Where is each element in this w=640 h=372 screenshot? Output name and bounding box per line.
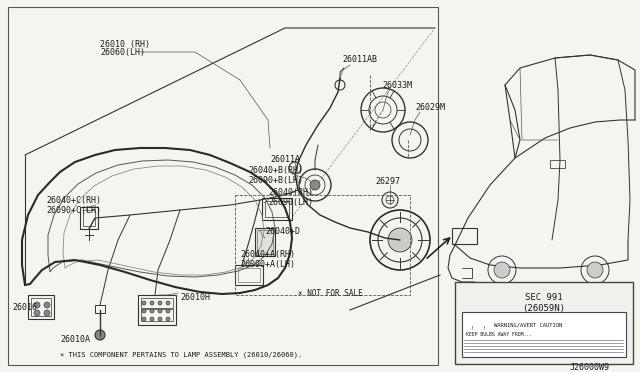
Text: 26040+A(RH): 26040+A(RH) [240, 250, 295, 260]
Circle shape [34, 310, 40, 316]
Circle shape [142, 309, 146, 313]
Bar [141, 309, 173, 321]
Circle shape [166, 301, 170, 305]
Text: 26033M: 26033M [382, 80, 412, 90]
Text: 26297: 26297 [375, 177, 400, 186]
Bar [138, 295, 176, 325]
Text: J26000W9: J26000W9 [570, 363, 610, 372]
Text: (26059N): (26059N) [522, 304, 566, 313]
Bar [28, 295, 54, 319]
Text: 26010 (RH): 26010 (RH) [100, 39, 150, 48]
Text: 26090+B(LH): 26090+B(LH) [248, 176, 303, 186]
Bar [31, 298, 51, 316]
Text: 26010A: 26010A [60, 336, 90, 344]
Text: 26029M: 26029M [415, 103, 445, 112]
Bar [80, 207, 98, 229]
Text: 26040+D: 26040+D [265, 228, 300, 237]
Bar [255, 228, 275, 256]
Circle shape [587, 262, 603, 278]
Text: !: ! [471, 326, 474, 330]
Text: × THIS COMPONENT PERTAINS TO LAMP ASSEMBLY (26010/26060).: × THIS COMPONENT PERTAINS TO LAMP ASSEMB… [60, 352, 302, 358]
Circle shape [158, 317, 162, 321]
Circle shape [166, 317, 170, 321]
Text: 26040+B(RH): 26040+B(RH) [248, 167, 303, 176]
Text: KEEP BULBS AWAY FROM...: KEEP BULBS AWAY FROM... [466, 331, 532, 337]
Text: 26011A: 26011A [270, 155, 300, 164]
Circle shape [494, 262, 510, 278]
Bar [265, 201, 289, 217]
Circle shape [388, 228, 412, 252]
Bar [235, 265, 263, 285]
Circle shape [150, 309, 154, 313]
Text: 26090(LH): 26090(LH) [268, 198, 313, 206]
Circle shape [95, 330, 105, 340]
Bar [235, 195, 410, 295]
Bar [455, 282, 633, 364]
Circle shape [34, 302, 40, 308]
Circle shape [150, 301, 154, 305]
Circle shape [44, 302, 50, 308]
Text: 26040+C(RH): 26040+C(RH) [46, 196, 101, 205]
Circle shape [166, 309, 170, 313]
Bar [141, 298, 173, 308]
Bar [452, 228, 477, 244]
Text: WARNING/AVERT CAUTION: WARNING/AVERT CAUTION [494, 323, 563, 327]
Text: SEC 991: SEC 991 [525, 293, 563, 302]
Bar [262, 198, 292, 220]
Bar [238, 268, 260, 282]
Bar [257, 230, 273, 254]
Bar [550, 160, 565, 168]
Bar [83, 210, 95, 226]
Text: 26016: 26016 [12, 304, 37, 312]
Text: 26090+A(LH): 26090+A(LH) [240, 260, 295, 269]
Text: 26010H: 26010H [180, 294, 210, 302]
Bar [95, 305, 105, 313]
Circle shape [310, 180, 320, 190]
Text: 26060(LH): 26060(LH) [100, 48, 145, 58]
Text: 26090+C(LH): 26090+C(LH) [46, 205, 101, 215]
Text: !: ! [483, 326, 486, 330]
Text: 26040(RH): 26040(RH) [268, 187, 313, 196]
Circle shape [158, 309, 162, 313]
Bar [8, 7, 438, 365]
Text: 26011AB: 26011AB [342, 55, 377, 64]
Text: × NOT FOR SALE: × NOT FOR SALE [298, 289, 363, 298]
Circle shape [142, 317, 146, 321]
Bar [462, 312, 626, 357]
Circle shape [150, 317, 154, 321]
Circle shape [44, 310, 50, 316]
Circle shape [158, 301, 162, 305]
Circle shape [142, 301, 146, 305]
